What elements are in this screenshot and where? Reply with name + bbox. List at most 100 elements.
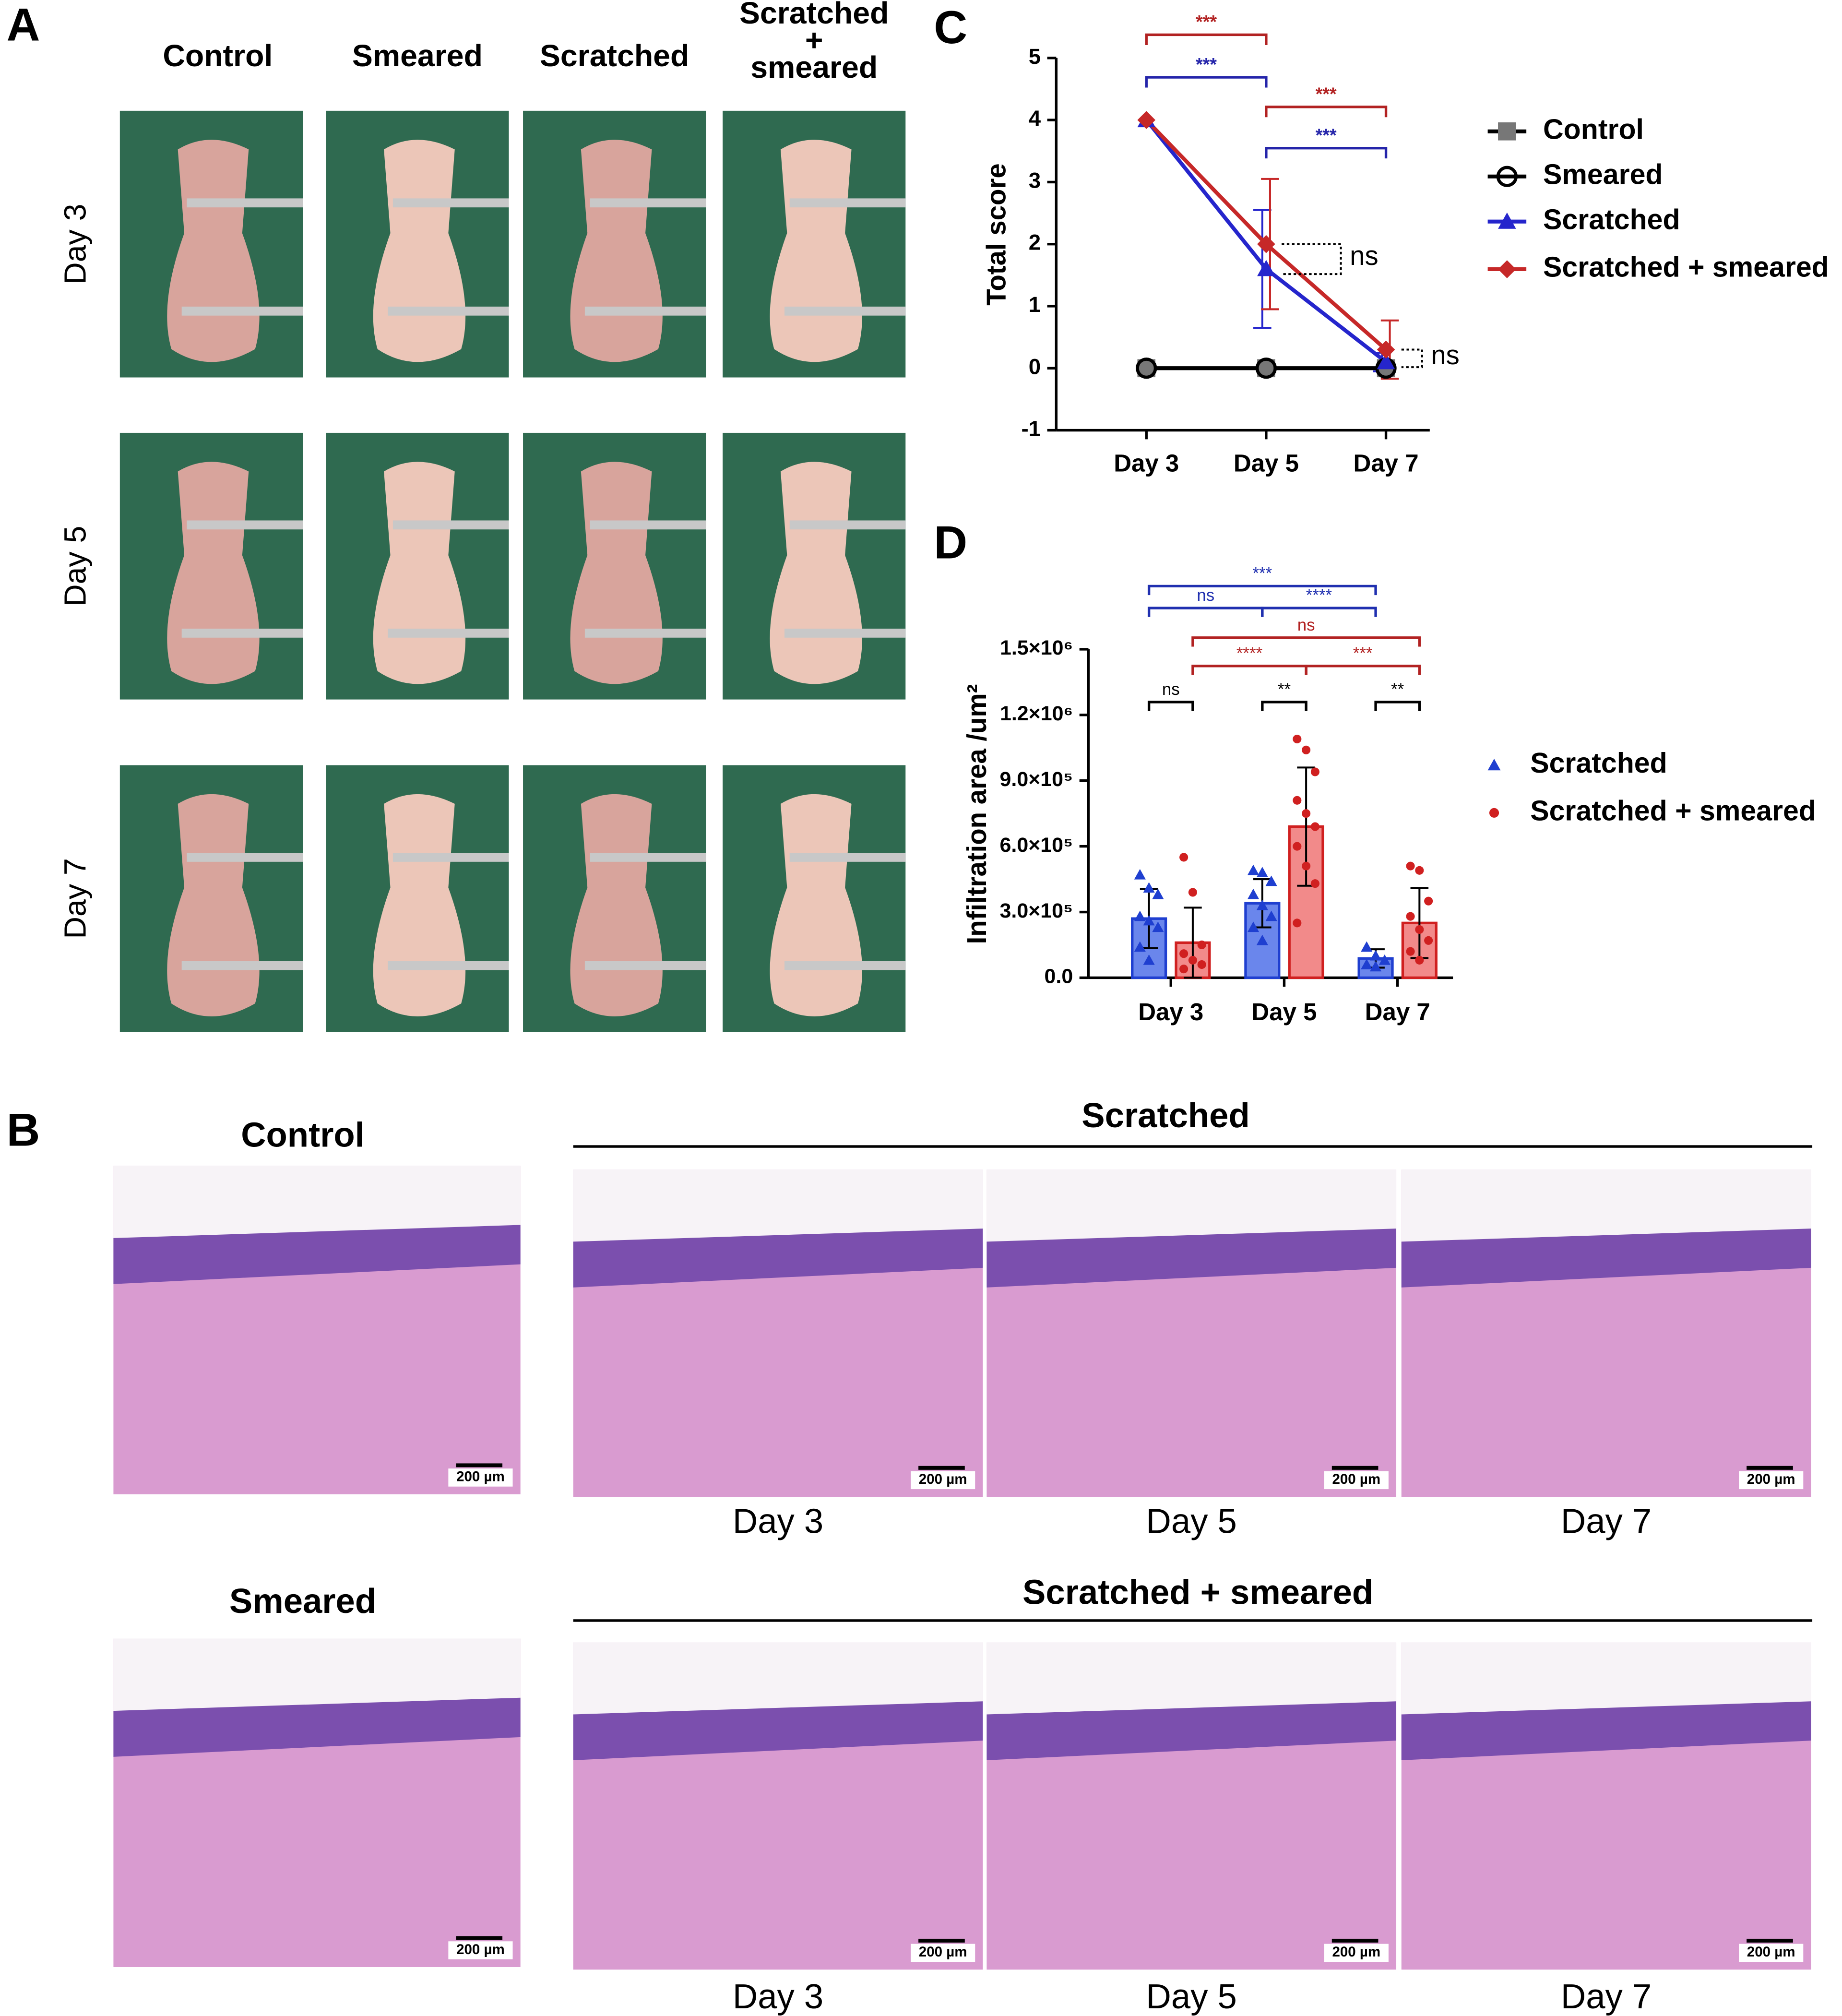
marker [1152, 888, 1164, 899]
marker [1136, 358, 1157, 379]
scale-bar-label: 200 µm [1332, 1944, 1380, 1960]
marker [1361, 941, 1373, 952]
significance-bracket [1145, 33, 1268, 45]
marker [1255, 358, 1277, 379]
scale-bar-label: 200 µm [1747, 1471, 1795, 1487]
error-bar [1184, 907, 1202, 979]
histology-background [113, 1638, 521, 1711]
marker [1256, 934, 1268, 945]
marker [1134, 941, 1146, 952]
panel-letter: A [7, 0, 40, 51]
marker [1143, 915, 1155, 926]
forceps [388, 628, 509, 638]
scale-bar [918, 1938, 965, 1943]
scale-label-bg [911, 1944, 975, 1962]
scale-label-bg [1324, 1471, 1389, 1490]
scale-bar-label: 200 µm [456, 1469, 505, 1485]
marker [1143, 882, 1155, 893]
x-tick-label: Day 5 [1234, 450, 1299, 477]
marker [1256, 899, 1268, 910]
marker [1256, 867, 1268, 878]
x-tick-label: Day 3 [1138, 998, 1203, 1026]
y-tick-label: 6.0×10⁵ [1000, 834, 1073, 857]
forceps [388, 961, 509, 970]
forceps [590, 198, 706, 208]
x-tick-label: Day 5 [1251, 998, 1317, 1026]
epithelium [573, 1229, 983, 1288]
row-label: Day 5 [58, 526, 92, 607]
tongue [167, 462, 260, 684]
marker [1257, 235, 1275, 253]
day-label: Day 5 [1146, 1977, 1237, 2016]
y-tick-label: 9.0×10⁵ [1000, 768, 1073, 791]
forceps [181, 306, 303, 316]
group-title: Scratched + smeared [1022, 1573, 1373, 1611]
marker [1361, 958, 1373, 969]
scale-label-bg [1739, 1944, 1804, 1962]
marker [1415, 925, 1424, 934]
forceps [187, 198, 303, 208]
epithelium [573, 1701, 983, 1760]
y-tick-label: 1.2×10⁶ [1000, 702, 1073, 725]
y-tick-label: 1.5×10⁶ [1000, 636, 1073, 659]
epithelium [1401, 1229, 1811, 1288]
y-tick-label: 5 [1029, 44, 1041, 69]
marker [1310, 879, 1319, 888]
scale-bar-label: 200 µm [456, 1942, 505, 1957]
forceps [181, 961, 303, 970]
scale-bar [918, 1466, 965, 1470]
significance-label: ns [1297, 616, 1315, 634]
ns-bracket [1282, 243, 1342, 275]
forceps [789, 520, 906, 530]
legend-label: Scratched [1530, 747, 1667, 779]
y-axis-label: Total score [981, 163, 1011, 306]
significance-bracket [1305, 665, 1421, 675]
marker [1424, 896, 1433, 906]
legend-label: Smeared [1543, 158, 1663, 190]
marker [1179, 949, 1188, 958]
y-tick-label: 3.0×10⁵ [1000, 899, 1073, 922]
forceps [392, 520, 509, 530]
forceps [784, 961, 906, 970]
column-header: + [805, 23, 823, 58]
forceps [584, 306, 706, 316]
forceps [789, 853, 906, 862]
marker [1265, 875, 1277, 886]
marker [1197, 960, 1206, 969]
marker [1247, 864, 1260, 875]
scale-label-bg [448, 1468, 513, 1487]
scale-bar-label: 200 µm [1332, 1471, 1380, 1487]
scale-label-bg [911, 1471, 975, 1490]
significance-bracket [1261, 701, 1307, 711]
histology-background [1401, 1169, 1811, 1242]
forceps [187, 520, 303, 530]
group-title: Smeared [229, 1582, 376, 1621]
scale-bar [456, 1463, 503, 1467]
scale-bar [1747, 1938, 1793, 1943]
marker [1379, 954, 1390, 965]
histology-background [986, 1169, 1397, 1242]
forceps [181, 628, 303, 638]
epithelium [113, 1697, 521, 1757]
forceps [187, 853, 303, 862]
marker [1188, 955, 1197, 965]
significance-label: ns [1197, 586, 1214, 605]
marker [1197, 940, 1206, 950]
group-title: Control [241, 1115, 365, 1154]
scale-bar-label: 200 µm [919, 1944, 967, 1960]
marker [1406, 947, 1415, 956]
marker [1143, 954, 1155, 965]
column-header: Control [163, 38, 273, 73]
column-header: Scratched [540, 38, 689, 73]
marker [1247, 921, 1260, 932]
marker [1293, 796, 1302, 805]
significance-label: ** [1278, 680, 1291, 699]
tongue [373, 462, 466, 684]
y-tick-label: 2 [1029, 230, 1041, 255]
day-label: Day 3 [733, 1977, 823, 2016]
tongue [570, 140, 663, 362]
significance-label: *** [1316, 125, 1337, 145]
marker [1424, 936, 1433, 945]
significance-label: **** [1236, 644, 1263, 663]
